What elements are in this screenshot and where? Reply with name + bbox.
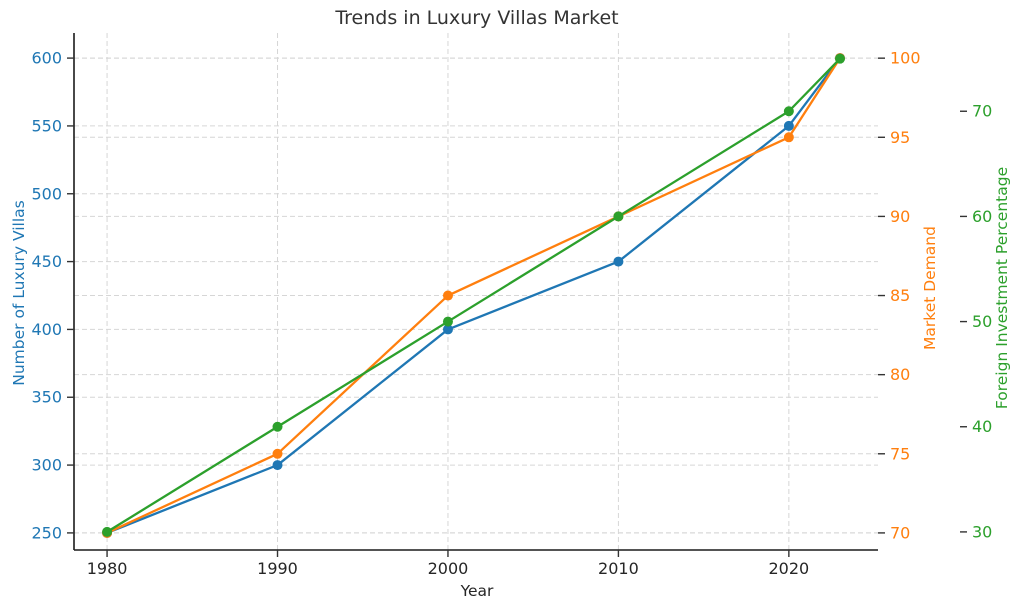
- data-point-demand: [272, 448, 283, 459]
- y-tick-label: 95: [890, 128, 910, 147]
- x-tick-label: 2000: [428, 559, 469, 578]
- data-point-investment: [102, 526, 113, 537]
- series-line-demand: [105, 57, 842, 535]
- y-tick-label: 500: [31, 184, 62, 203]
- y-tick-label: 50: [972, 312, 992, 331]
- data-point-villas: [272, 460, 283, 471]
- data-point-investment: [783, 106, 794, 117]
- data-point-villas: [783, 120, 794, 131]
- series-line-investment: [105, 57, 842, 534]
- y-tick-label: 60: [972, 207, 992, 226]
- y-tick-label: 100: [890, 49, 921, 68]
- data-point-demand: [442, 290, 453, 301]
- data-point-villas: [442, 324, 453, 335]
- data-point-investment: [272, 421, 283, 432]
- y-tick-label: 400: [31, 320, 62, 339]
- x-tick-label: 2020: [768, 559, 809, 578]
- y-tick-label: 550: [31, 116, 62, 135]
- y-tick-label: 600: [31, 49, 62, 68]
- y-tick-label: 70: [890, 523, 910, 542]
- y-tick-label: 90: [890, 207, 910, 226]
- x-tick-label: 2010: [598, 559, 639, 578]
- y-tick-label: 40: [972, 417, 992, 436]
- data-point-investment: [442, 316, 453, 327]
- data-point-demand: [783, 132, 794, 143]
- y-tick-label: 350: [31, 388, 62, 407]
- data-point-investment: [834, 53, 845, 64]
- data-point-villas: [613, 256, 624, 267]
- y-tick-label: 85: [890, 286, 910, 305]
- y-tick-label: 30: [972, 522, 992, 541]
- y-tick-label: 75: [890, 444, 910, 463]
- series-line-villas: [105, 56, 842, 535]
- y-tick-label: 80: [890, 365, 910, 384]
- y-tick-label: 450: [31, 252, 62, 271]
- y-tick-label: 70: [972, 102, 992, 121]
- x-tick-label: 1990: [257, 559, 298, 578]
- x-tick-label: 1980: [87, 559, 128, 578]
- y-tick-label: 300: [31, 456, 62, 475]
- data-point-investment: [613, 211, 624, 222]
- y-tick-label: 250: [31, 523, 62, 542]
